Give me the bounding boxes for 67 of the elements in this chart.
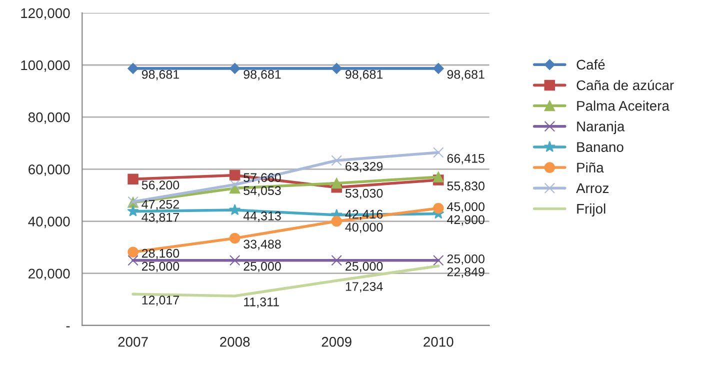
y-tick-label: - [66, 326, 70, 328]
legend-label: Frijol [577, 204, 606, 216]
y-tick-label: 100,000 [21, 60, 70, 72]
data-label: 25,000 [244, 262, 281, 272]
point [229, 63, 240, 74]
data-label: 63,329 [346, 162, 383, 172]
point [331, 178, 342, 189]
data-label: 55,830 [447, 182, 484, 192]
data-label: 42,416 [345, 210, 383, 220]
legend-label: Palma Aceitera [577, 100, 670, 111]
y-tick-label: 120,000 [21, 8, 70, 20]
data-label: 98,681 [346, 70, 383, 80]
legend-label: Banano [577, 142, 624, 152]
point [229, 204, 241, 216]
legend-label: Caña de azúcar [576, 80, 674, 90]
data-label: 12,017 [142, 296, 179, 306]
point [229, 179, 240, 190]
point [433, 147, 444, 158]
x-tick-label: 2008 [220, 336, 250, 347]
point [229, 232, 240, 244]
data-label: 98,681 [244, 70, 281, 80]
data-label: 17,234 [346, 282, 383, 292]
y-tick-label: 40,000 [28, 216, 70, 228]
point [128, 254, 138, 266]
x-tick-label: 2010 [424, 336, 454, 347]
data-label: 66,415 [447, 154, 484, 164]
data-label: 44,313 [243, 212, 281, 222]
data-label: 25,000 [447, 254, 484, 265]
x-tick-label: 2009 [322, 336, 352, 347]
point [331, 216, 342, 227]
point [432, 63, 444, 74]
data-label: 33,488 [244, 240, 281, 250]
legend-label: Piña [577, 162, 604, 173]
data-label: 47,252 [142, 200, 179, 210]
point [229, 170, 240, 181]
data-label: 98,681 [447, 70, 484, 80]
data-label: 22,849 [447, 267, 484, 278]
data-label: 25,000 [346, 262, 383, 272]
x-tick-label: 2007 [118, 336, 148, 347]
legend-label: Naranja [577, 121, 625, 134]
data-label: 45,000 [447, 202, 484, 213]
y-tick-label: 60,000 [28, 164, 70, 176]
data-label: 56,200 [142, 180, 180, 191]
data-label: 98,681 [142, 70, 179, 80]
y-tick-label: 20,000 [28, 268, 70, 280]
data-label: 54,053 [244, 186, 281, 197]
point [433, 202, 444, 214]
legend-label: Café [576, 59, 605, 70]
legend-label: Arroz [576, 183, 609, 194]
point [127, 205, 139, 216]
data-label: 40,000 [345, 222, 383, 234]
point [433, 254, 444, 266]
point [128, 246, 138, 258]
data-label: 43,817 [142, 212, 179, 224]
y-tick-label: 80,000 [28, 112, 70, 124]
point [433, 172, 444, 182]
point [128, 174, 138, 184]
data-label: 25,000 [142, 262, 180, 272]
point [128, 63, 138, 74]
data-label: 53,030 [345, 188, 383, 200]
point [331, 155, 342, 166]
point [229, 254, 240, 266]
point [331, 63, 342, 74]
data-label: 28,160 [142, 248, 180, 260]
data-label: 11,311 [244, 298, 279, 308]
data-label: 42,900 [447, 215, 484, 226]
point [331, 254, 342, 266]
